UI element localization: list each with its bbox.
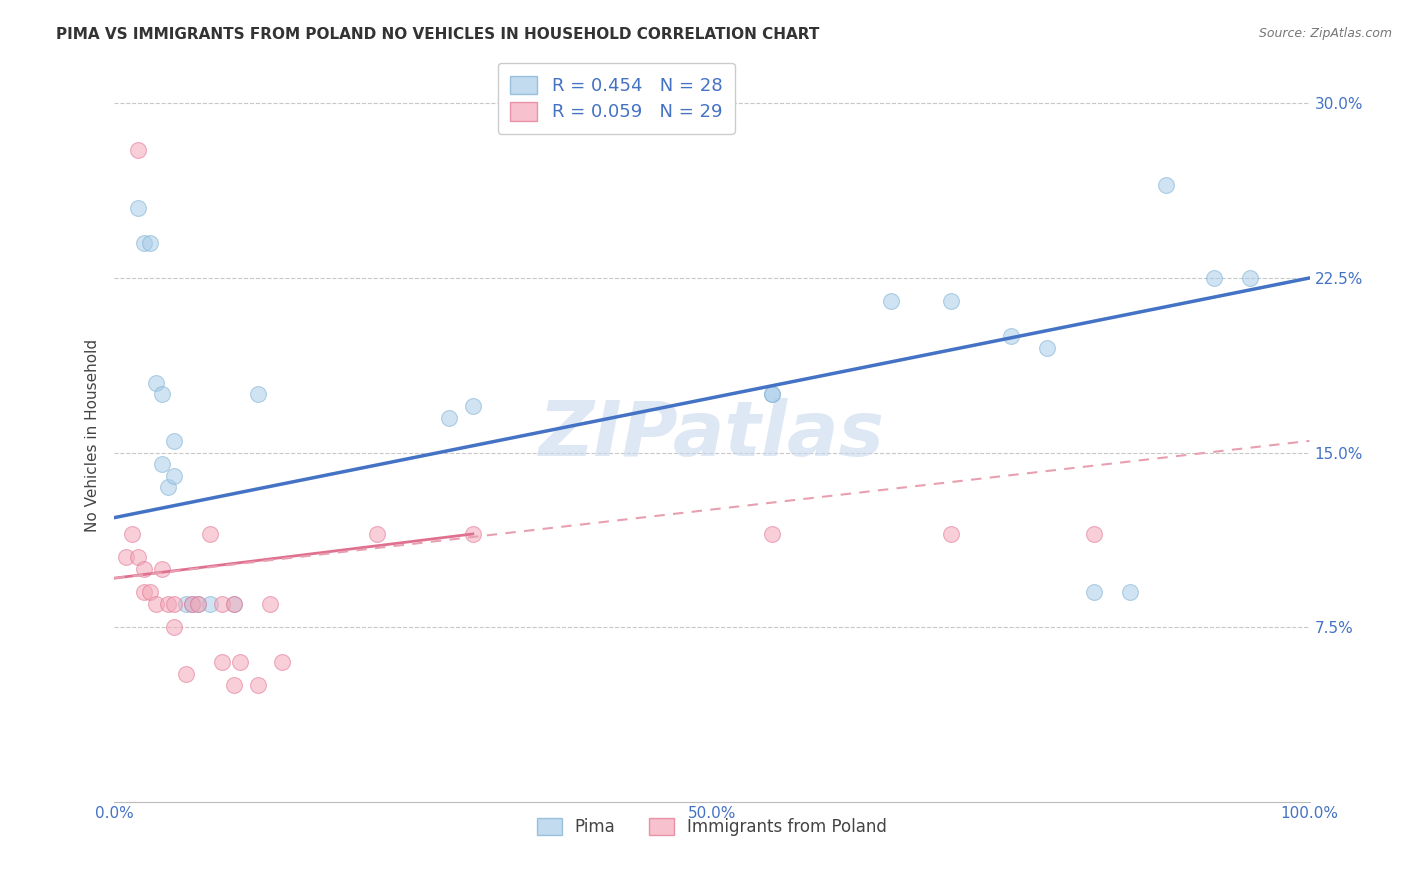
Point <box>1035 341 1057 355</box>
Point <box>132 585 155 599</box>
Point <box>180 597 202 611</box>
Point <box>366 527 388 541</box>
Point <box>461 527 484 541</box>
Point <box>115 550 138 565</box>
Point <box>211 655 233 669</box>
Point <box>150 457 173 471</box>
Point <box>222 597 245 611</box>
Point <box>132 562 155 576</box>
Point <box>163 597 186 611</box>
Point <box>939 294 962 309</box>
Point <box>461 399 484 413</box>
Point <box>270 655 292 669</box>
Point <box>187 597 209 611</box>
Point <box>145 376 167 390</box>
Point <box>761 527 783 541</box>
Y-axis label: No Vehicles in Household: No Vehicles in Household <box>86 338 100 532</box>
Point <box>198 527 221 541</box>
Point <box>198 597 221 611</box>
Point <box>1154 178 1177 192</box>
Point <box>187 597 209 611</box>
Point <box>156 480 179 494</box>
Point <box>222 678 245 692</box>
Point <box>259 597 281 611</box>
Point <box>150 387 173 401</box>
Point <box>1239 271 1261 285</box>
Point <box>127 550 149 565</box>
Point <box>1083 585 1105 599</box>
Point <box>222 597 245 611</box>
Point <box>139 585 162 599</box>
Point <box>246 387 269 401</box>
Point <box>150 562 173 576</box>
Point <box>174 666 197 681</box>
Point <box>174 597 197 611</box>
Point <box>437 410 460 425</box>
Point <box>1202 271 1225 285</box>
Point <box>761 387 783 401</box>
Text: ZIPatlas: ZIPatlas <box>538 398 884 472</box>
Point <box>163 620 186 634</box>
Point <box>246 678 269 692</box>
Point <box>1083 527 1105 541</box>
Point <box>127 143 149 157</box>
Text: PIMA VS IMMIGRANTS FROM POLAND NO VEHICLES IN HOUSEHOLD CORRELATION CHART: PIMA VS IMMIGRANTS FROM POLAND NO VEHICL… <box>56 27 820 42</box>
Point <box>880 294 903 309</box>
Point <box>121 527 143 541</box>
Point <box>1119 585 1142 599</box>
Point <box>180 597 202 611</box>
Text: Source: ZipAtlas.com: Source: ZipAtlas.com <box>1258 27 1392 40</box>
Point <box>139 235 162 250</box>
Point <box>163 468 186 483</box>
Legend: Pima, Immigrants from Poland: Pima, Immigrants from Poland <box>529 810 896 845</box>
Point <box>761 387 783 401</box>
Point <box>939 527 962 541</box>
Point <box>228 655 250 669</box>
Point <box>163 434 186 448</box>
Point <box>127 201 149 215</box>
Point <box>1000 329 1022 343</box>
Point <box>211 597 233 611</box>
Point <box>145 597 167 611</box>
Point <box>132 235 155 250</box>
Point <box>156 597 179 611</box>
